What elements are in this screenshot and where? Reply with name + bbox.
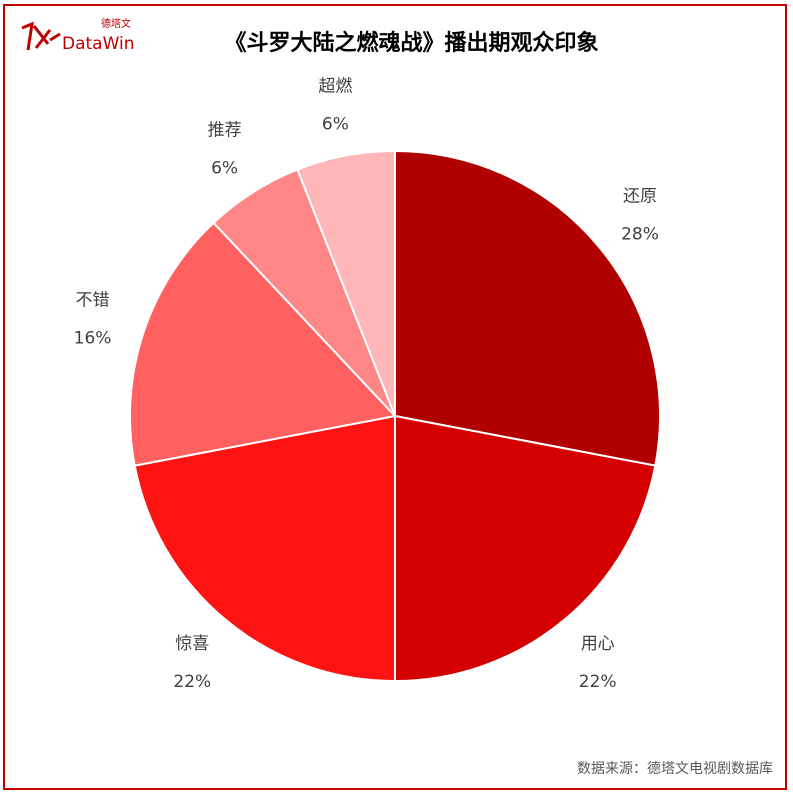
datawin-logo-icon bbox=[21, 21, 61, 51]
slice-value-0: 28% bbox=[621, 224, 659, 244]
slice-label-2: 惊喜 bbox=[175, 634, 209, 654]
slice-label-4: 推荐 bbox=[208, 121, 242, 141]
slice-value-3: 16% bbox=[74, 329, 112, 349]
slice-value-2: 22% bbox=[173, 672, 211, 692]
slice-label-5: 超燃 bbox=[318, 77, 352, 97]
slice-value-4: 6% bbox=[211, 159, 238, 179]
slice-label-0: 还原 bbox=[623, 186, 657, 206]
pie-slice-1 bbox=[394, 414, 657, 683]
chart-frame bbox=[3, 4, 787, 790]
slice-value-1: 22% bbox=[579, 672, 617, 692]
data-source: 数据来源：德塔文电视剧数据库 bbox=[577, 761, 773, 777]
chart-title: 《斗罗大陆之燃魂战》播出期观众印象 bbox=[224, 31, 599, 56]
pie-slice-5 bbox=[296, 149, 396, 417]
pie-slice-0 bbox=[394, 149, 661, 467]
logo-cn-text: 德塔文 bbox=[101, 19, 131, 30]
pie-slice-2 bbox=[133, 414, 396, 683]
pie-slice-3 bbox=[129, 221, 397, 467]
slice-label-3: 不错 bbox=[76, 291, 110, 311]
slice-label-1: 用心 bbox=[581, 634, 615, 654]
slice-value-5: 6% bbox=[322, 115, 349, 135]
logo-en-text: DataWin bbox=[62, 34, 135, 54]
